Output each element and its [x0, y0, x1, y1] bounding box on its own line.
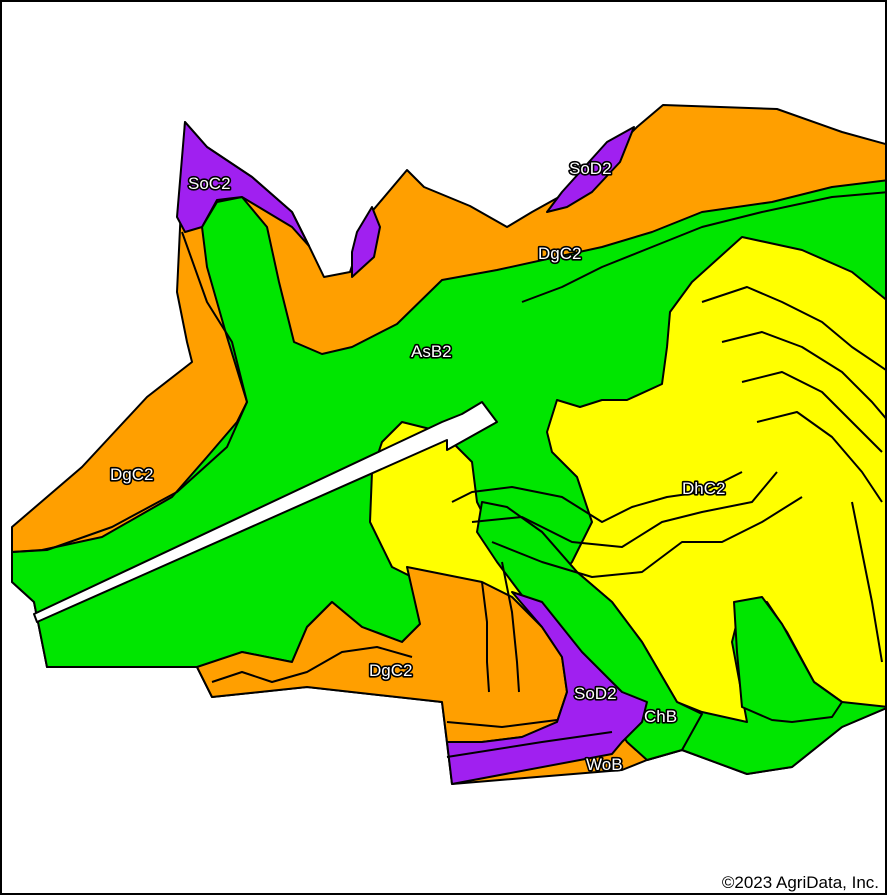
soil-unit-purple-notch — [351, 206, 381, 278]
boundary-line — [741, 371, 883, 453]
soil-unit-dgc2-bottom — [196, 566, 568, 743]
soil-label-sod2-top: SoD2 — [569, 159, 612, 178]
soil-unit-sod2-top — [546, 126, 635, 213]
boundary-line — [471, 471, 778, 548]
boundary-line — [491, 496, 803, 578]
boundary-line — [451, 471, 743, 523]
soil-label-chb: ChB — [644, 707, 677, 726]
soil-unit-chb — [476, 501, 703, 761]
soil-label-dgc2-left: DgC2 — [110, 465, 153, 484]
soil-unit-green-pocket — [733, 596, 843, 723]
soil-label-dgc2-bottom: DgC2 — [369, 661, 412, 680]
boundary-line — [701, 286, 885, 371]
boundary-line — [756, 411, 883, 503]
boundary-line — [11, 231, 248, 553]
boundary-line — [446, 731, 613, 758]
soil-label-dhc2: DhC2 — [682, 479, 725, 498]
copyright-notice: ©2023 AgriData, Inc. — [719, 873, 881, 893]
boundary-line — [851, 501, 883, 663]
boundary-line — [501, 561, 520, 693]
soil-unit-soc2 — [176, 121, 310, 247]
boundary-line — [481, 581, 490, 693]
soil-label-sod2-bottom: SoD2 — [574, 684, 617, 703]
soil-unit-sod2-bottom — [446, 591, 648, 785]
boundary-line — [211, 646, 413, 683]
soil-label-dgc2-top: DgC2 — [538, 244, 581, 263]
soil-label-wob: WoB — [586, 755, 623, 774]
soil-label-soc2: SoC2 — [188, 174, 231, 193]
soil-label-asb2: AsB2 — [411, 342, 452, 361]
boundary-line — [446, 719, 558, 728]
boundary-line — [721, 331, 885, 419]
access-road — [33, 401, 498, 623]
boundary-line — [521, 191, 885, 303]
